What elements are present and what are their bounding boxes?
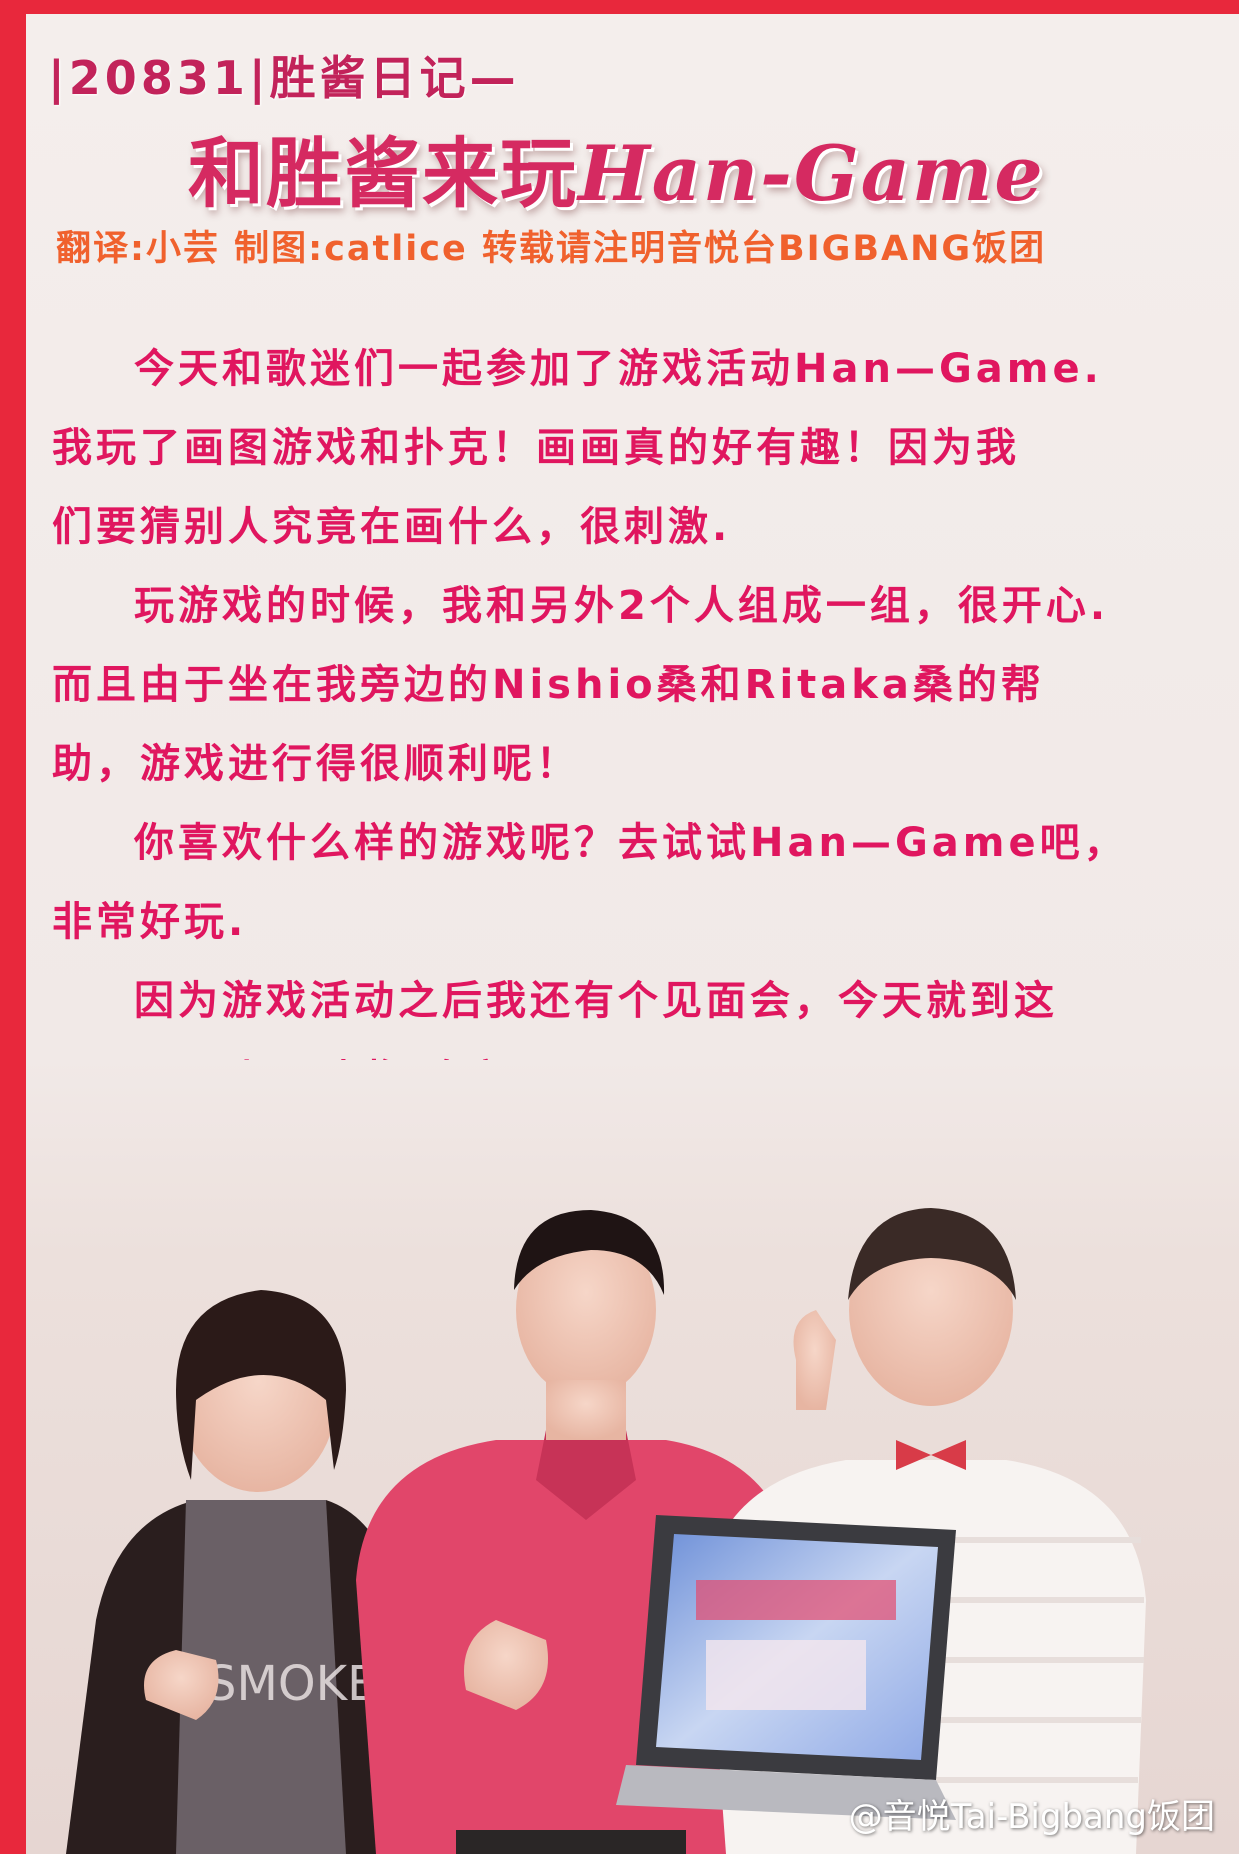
top-frame-bar — [0, 0, 1239, 14]
poster-title: 和胜酱来玩Han-Game — [188, 112, 1045, 222]
diary-line: 因为游戏活动之后我还有个见面会，今天就到这 — [134, 978, 1058, 1024]
shirt-text: SMOKE — [206, 1656, 377, 1712]
series-header: |20831|胜酱日记— — [48, 51, 520, 105]
group-photo-illustration: SMOKE — [26, 1060, 1239, 1854]
diary-line: 你喜欢什么样的游戏呢？去试试Han—Game吧， — [134, 820, 1128, 866]
diary-line: 我玩了画图游戏和扑克！画画真的好有趣！因为我 — [52, 425, 1020, 471]
credits-line: 翻译:小芸 制图:catlice 转载请注明音悦台BIGBANG饭团 — [56, 229, 1047, 269]
title-english: Han-Game — [578, 129, 1045, 218]
diary-line: 助，游戏进行得很顺利呢！ — [52, 741, 580, 787]
left-frame-bar — [0, 0, 26, 1854]
diary-line: 而且由于坐在我旁边的Nishio桑和Ritaka桑的帮 — [52, 662, 1045, 708]
title-chinese: 和胜酱来玩 — [188, 129, 578, 218]
diary-line: 今天和歌迷们一起参加了游戏活动Han—Game. — [134, 346, 1103, 392]
watermark: @音悦Tai-Bigbang饭团 — [848, 1797, 1215, 1837]
diary-line: 非常好玩. — [52, 899, 248, 945]
diary-line: 玩游戏的时候，我和另外2个人组成一组，很开心. — [134, 583, 1110, 629]
diary-line: 们要猜别人究竟在画什么，很刺激. — [52, 504, 732, 550]
person-left: SMOKE — [66, 1290, 426, 1854]
group-photo: SMOKE — [26, 1060, 1239, 1854]
diary-text: 今天和歌迷们一起参加了游戏活动Han—Game. 我玩了画图游戏和扑克！画画真的… — [52, 330, 1202, 1120]
laptop — [616, 1515, 956, 1820]
